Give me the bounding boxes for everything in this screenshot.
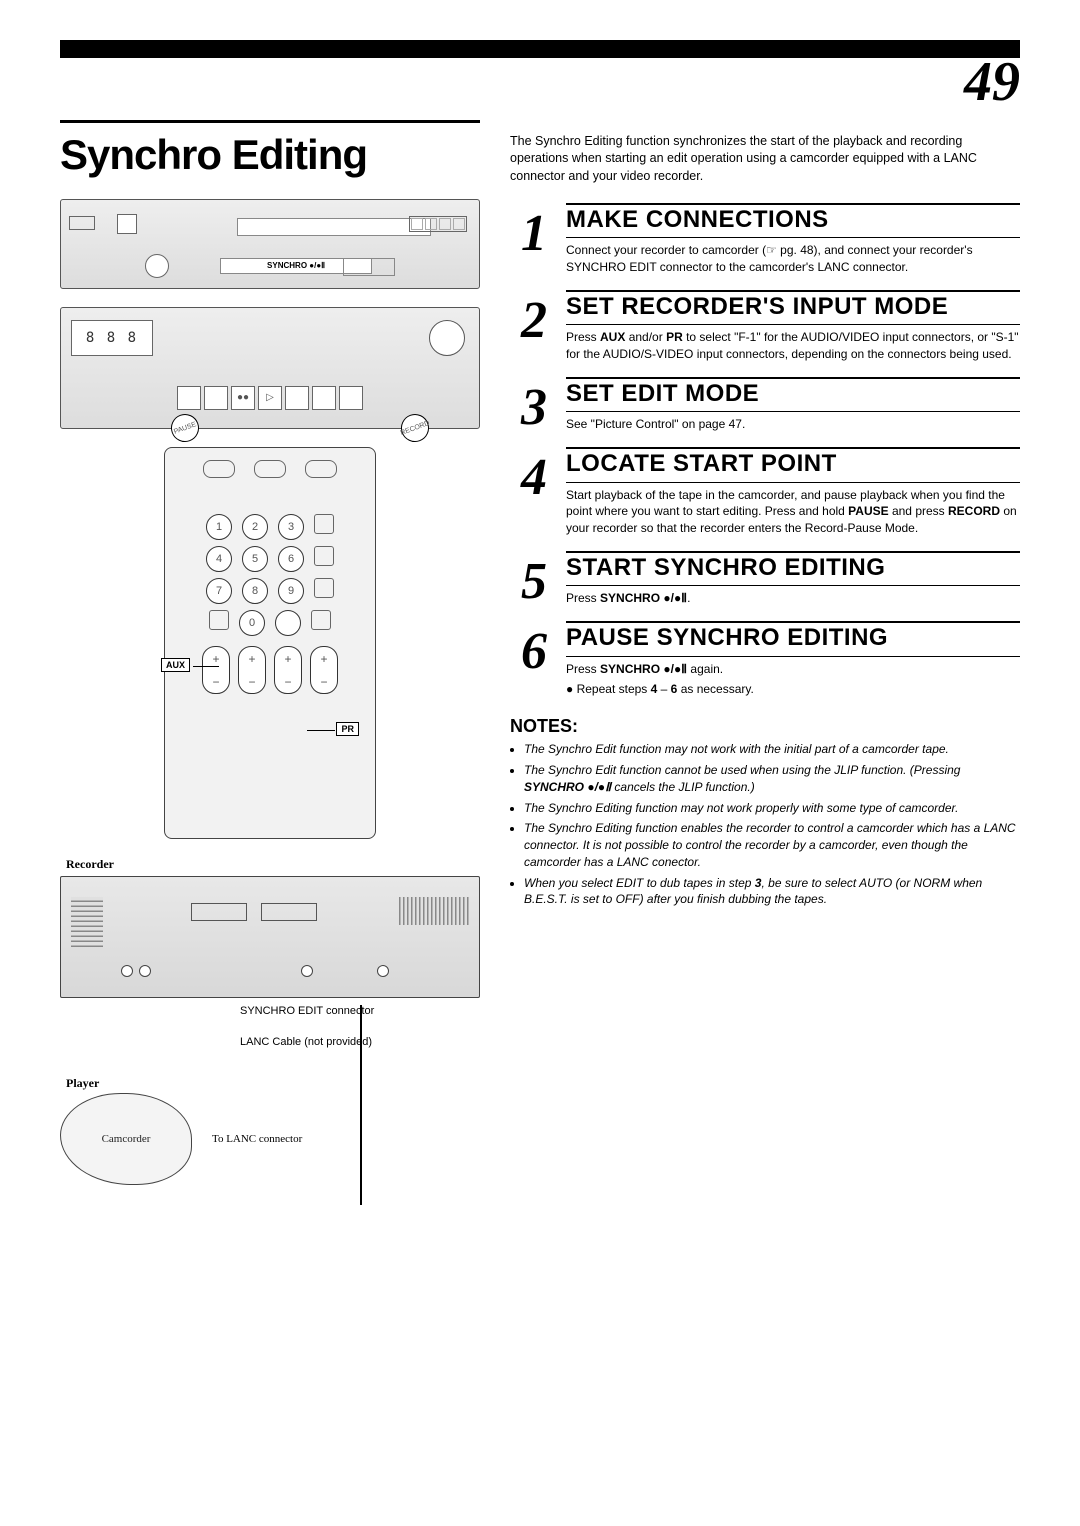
step: 5 START SYNCHRO EDITING Press SYNCHRO ●/●Ⅱ… — [510, 551, 1020, 607]
remote-key-2: 2 — [242, 514, 268, 540]
to-lanc-label: To LANC connector — [212, 1133, 302, 1145]
recorder-label: Recorder — [66, 857, 480, 872]
remote-key-3: 3 — [278, 514, 304, 540]
diagram-connections: Recorder SYNCHRO EDIT connector LANC Cab… — [60, 857, 480, 1185]
step: 6 PAUSE SYNCHRO EDITING Press SYNCHRO ●/●Ⅱ… — [510, 621, 1020, 698]
camcorder-blob: Camcorder — [60, 1093, 192, 1185]
step-number: 2 — [510, 298, 558, 345]
remote-key-9: 9 — [278, 578, 304, 604]
diagram-vcr-panel: 8 8 8 ●●▷ PAUSE RECORD — [60, 307, 480, 429]
step: 4 LOCATE START POINT Start playback of the… — [510, 447, 1020, 537]
player-label: Player — [66, 1076, 480, 1091]
note-item: The Synchro Editing function enables the… — [524, 820, 1020, 870]
step-text: Connect your recorder to camcorder (☞ pg… — [566, 242, 1020, 276]
step-title: SET EDIT MODE — [566, 381, 1020, 407]
step-number: 5 — [510, 559, 558, 606]
step-text: See "Picture Control" on page 47. — [566, 416, 1020, 433]
step-title: LOCATE START POINT — [566, 451, 1020, 477]
note-item: The Synchro Edit function cannot be used… — [524, 762, 1020, 796]
step-title: PAUSE SYNCHRO EDITING — [566, 625, 1020, 651]
remote-pr-label: PR — [336, 722, 359, 736]
step-title: MAKE CONNECTIONS — [566, 207, 1020, 233]
step-number: 6 — [510, 629, 558, 676]
step-title: SET RECORDER'S INPUT MODE — [566, 294, 1020, 320]
diagram-remote: 1 2 3 4 5 6 7 8 9 — [60, 447, 480, 839]
notes-heading: NOTES: — [510, 716, 1020, 737]
remote-key-6: 6 — [278, 546, 304, 572]
step-text: Press SYNCHRO ●/●Ⅱ again.● Repeat steps … — [566, 661, 1020, 699]
remote-key-1: 1 — [206, 514, 232, 540]
step-title: START SYNCHRO EDITING — [566, 555, 1020, 581]
remote-key-7: 7 — [206, 578, 232, 604]
remote-key-8: 8 — [242, 578, 268, 604]
step-number: 1 — [510, 211, 558, 258]
step-text: Press AUX and/or PR to select "F-1" for … — [566, 329, 1020, 363]
lcd-display: 8 8 8 — [71, 320, 153, 356]
notes-list: The Synchro Edit function may not work w… — [510, 741, 1020, 908]
step-number: 3 — [510, 385, 558, 432]
title-rule — [60, 120, 480, 123]
diagram-vcr-front: SYNCHRO ●/●Ⅱ — [60, 199, 480, 289]
note-item: When you select EDIT to dub tapes in ste… — [524, 875, 1020, 909]
camcorder-label: Camcorder — [102, 1133, 151, 1145]
step-text: Start playback of the tape in the camcor… — [566, 487, 1020, 537]
note-item: The Synchro Edit function may not work w… — [524, 741, 1020, 758]
intro-text: The Synchro Editing function synchronize… — [510, 133, 1020, 186]
step-number: 4 — [510, 455, 558, 502]
note-item: The Synchro Editing function may not wor… — [524, 800, 1020, 817]
remote-key-5: 5 — [242, 546, 268, 572]
remote-key-4: 4 — [206, 546, 232, 572]
remote-aux-label: AUX — [161, 658, 190, 672]
remote-key-0: 0 — [239, 610, 265, 636]
main-title: Synchro Editing — [60, 131, 480, 179]
step: 3 SET EDIT MODE See "Picture Control" on p… — [510, 377, 1020, 433]
step: 2 SET RECORDER'S INPUT MODE Press AUX and/… — [510, 290, 1020, 363]
page-number: 49 — [60, 54, 1020, 110]
step-text: Press SYNCHRO ●/●Ⅱ. — [566, 590, 1020, 607]
step: 1 MAKE CONNECTIONS Connect your recorder t… — [510, 203, 1020, 276]
